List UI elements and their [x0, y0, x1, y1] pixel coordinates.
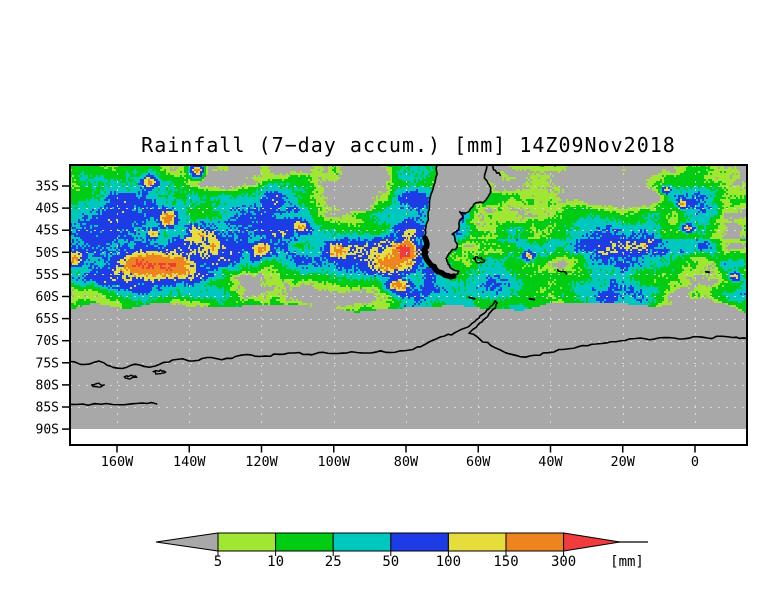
- colorbar-tick-label: 10: [267, 554, 284, 570]
- colorbar-tick-label: 50: [382, 554, 399, 570]
- colorbar-segment: [275, 532, 334, 552]
- lat-tick-label: 75S: [36, 356, 59, 371]
- colorbar-tick-label: 25: [325, 554, 342, 570]
- lat-tick-label: 90S: [36, 423, 59, 438]
- lon-tick-label: 120W: [245, 454, 278, 470]
- plot-title: Rainfall (7−day accum.) [mm] 14Z09Nov201…: [141, 133, 676, 157]
- colorbar: 5 10 25 50 100 150 300 [mm]: [155, 532, 648, 570]
- colorbar-segment: [217, 532, 277, 552]
- lat-tick-label: 65S: [36, 312, 59, 327]
- colorbar-segment: [505, 532, 565, 552]
- colorbar-tick-label: 5: [214, 554, 222, 570]
- colorbar-tick-label: 150: [493, 554, 518, 570]
- lon-tick-label: 20W: [611, 454, 636, 470]
- colorbar-segment: [447, 532, 507, 552]
- colorbar-tick-label: 300: [551, 554, 576, 570]
- lon-tick-label: 100W: [317, 454, 350, 470]
- colorbar-segment: [390, 532, 449, 552]
- colorbar-segment: [332, 532, 392, 552]
- lat-tick-label: 80S: [36, 378, 59, 393]
- lat-tick-label: 35S: [36, 180, 59, 195]
- lon-tick-label: 80W: [394, 454, 419, 470]
- lat-tick-label: 45S: [36, 224, 59, 239]
- lat-tick-label: 70S: [36, 334, 59, 349]
- lat-tick-label: 55S: [36, 268, 59, 283]
- lon-tick-label: 40W: [538, 454, 563, 470]
- lat-tick-label: 85S: [36, 401, 59, 416]
- colorbar-above-range-arrow: [563, 532, 621, 552]
- lon-tick-label: 0: [691, 454, 699, 470]
- lat-tick-label: 40S: [36, 202, 59, 217]
- rainfall-map-canvas: [70, 165, 747, 444]
- lat-tick-label: 60S: [36, 290, 59, 305]
- colorbar-tick-label: 100: [436, 554, 461, 570]
- lon-tick-label: 160W: [101, 454, 134, 470]
- lon-tick-label: 140W: [173, 454, 206, 470]
- lat-tick-label: 50S: [36, 246, 59, 261]
- colorbar-below-range-arrow: [155, 532, 219, 552]
- colorbar-unit-label: [mm]: [610, 554, 644, 570]
- lon-tick-label: 60W: [466, 454, 491, 470]
